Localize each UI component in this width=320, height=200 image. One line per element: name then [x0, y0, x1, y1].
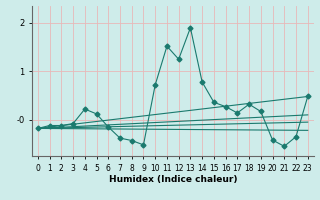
X-axis label: Humidex (Indice chaleur): Humidex (Indice chaleur) [108, 175, 237, 184]
